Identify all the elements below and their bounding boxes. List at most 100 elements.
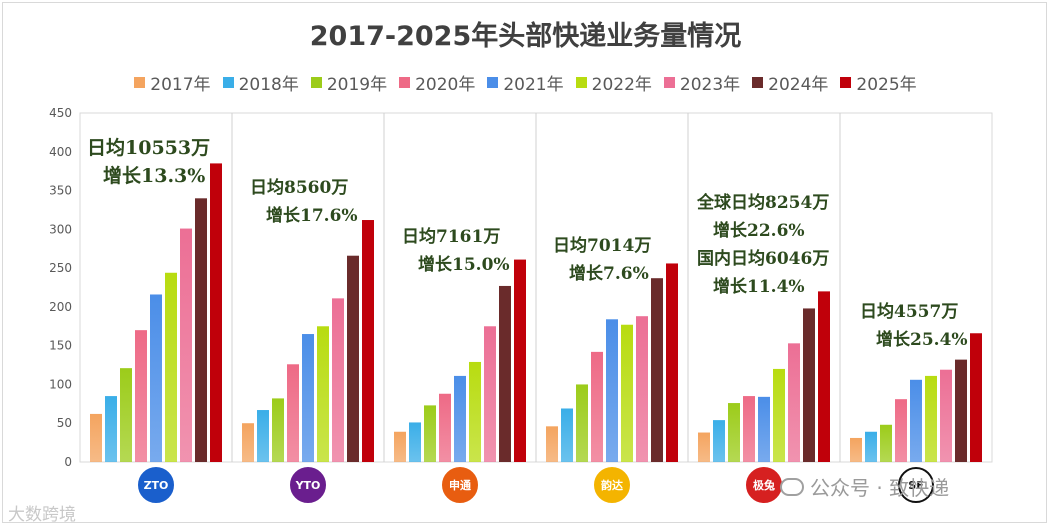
bar-3-6 <box>636 316 648 462</box>
y-tick-label: 200 <box>49 300 72 314</box>
carrier-logo <box>138 467 174 503</box>
annotation-1-0: 日均8560万 <box>250 177 348 198</box>
annotation-2-1: 增长15.0% <box>418 254 510 275</box>
annotation-4-0: 全球日均8254万 <box>696 192 829 213</box>
bar-1-6 <box>332 298 344 462</box>
bar-2-2 <box>424 405 436 462</box>
chart-title: 2017-2025年头部快递业务量情况 <box>309 21 742 52</box>
carrier-logo-text: SF <box>908 479 923 492</box>
bar-5-6 <box>940 369 952 462</box>
wechat-icon <box>780 477 804 496</box>
watermark-right: 公众号 · 致快递 <box>780 472 949 501</box>
bar-0-1 <box>105 396 117 462</box>
y-tick-label: 250 <box>49 261 72 275</box>
legend-item-2: 2019年 <box>310 70 388 95</box>
bar-2-5 <box>469 361 481 462</box>
legend-item-0: 2017年 <box>134 70 211 95</box>
bar-4-6 <box>788 343 800 462</box>
bar-2-0 <box>394 431 406 462</box>
annotation-4-2: 国内日均6046万 <box>697 248 829 269</box>
legend-item-3: 2020年 <box>399 70 475 95</box>
annotation-0-0: 日均10553万 <box>87 136 210 159</box>
annotation-5-1: 增长25.4% <box>876 329 968 350</box>
bar-4-8 <box>818 291 830 462</box>
legend-item-4: 2021年 <box>487 70 564 95</box>
legend-label: 2018年 <box>238 75 299 95</box>
legend-swatch <box>222 77 234 88</box>
legend-label: 2019年 <box>326 75 388 95</box>
legend-label: 2021年 <box>503 75 564 95</box>
legend-label: 2017年 <box>150 75 211 95</box>
bar-3-1 <box>561 408 573 462</box>
legend-label: 2023年 <box>679 75 741 95</box>
bar-2-7 <box>499 285 511 462</box>
bar-4-3 <box>743 396 755 462</box>
y-tick-label: 400 <box>49 145 72 159</box>
bar-5-8 <box>970 333 982 462</box>
y-tick-label: 300 <box>49 222 72 236</box>
y-tick-label: 150 <box>49 339 72 353</box>
bar-5-2 <box>880 424 892 462</box>
bar-0-5 <box>165 272 177 462</box>
legend-label: 2022年 <box>591 75 652 95</box>
bar-2-8 <box>514 259 526 462</box>
bar-4-1 <box>713 420 725 462</box>
bar-0-0 <box>90 413 102 462</box>
bar-3-5 <box>621 324 633 462</box>
bar-3-0 <box>546 426 558 462</box>
y-tick-label: 350 <box>49 184 72 198</box>
legend-item-1: 2018年 <box>222 70 299 95</box>
bar-1-7 <box>347 255 359 462</box>
bar-0-8 <box>210 163 222 462</box>
bar-2-4 <box>454 375 466 462</box>
annotation-2-0: 日均7161万 <box>402 226 500 247</box>
annotation-1-1: 增长17.6% <box>266 205 358 226</box>
bar-4-0 <box>698 432 710 462</box>
y-tick-label: 450 <box>49 106 72 120</box>
bar-1-1 <box>257 410 269 462</box>
carrier-logo-text: 申通 <box>449 478 471 492</box>
legend-swatch <box>840 77 852 88</box>
legend-item-5: 2022年 <box>575 70 652 95</box>
bar-5-5 <box>925 375 937 462</box>
bar-3-3 <box>591 351 603 462</box>
bar-1-3 <box>287 364 299 462</box>
legend-swatch <box>399 77 411 88</box>
bar-0-2 <box>120 368 132 462</box>
annotation-3-1: 增长7.6% <box>569 263 649 284</box>
annotation-4-3: 增长11.4% <box>713 276 805 297</box>
bar-0-7 <box>195 198 207 463</box>
bar-5-0 <box>850 437 862 462</box>
legend-item-6: 2023年 <box>663 70 741 95</box>
legend-item-8: 2025年 <box>840 70 917 95</box>
bar-4-7 <box>803 308 815 462</box>
annotation-0-1: 增长13.3% <box>103 164 205 187</box>
bar-0-3 <box>135 330 147 462</box>
bar-5-4 <box>910 379 922 462</box>
bar-2-1 <box>409 422 421 462</box>
bar-3-8 <box>666 263 678 462</box>
legend-swatch <box>310 77 322 88</box>
y-tick-label: 50 <box>57 416 72 430</box>
carrier-logo-text: 韵达 <box>601 478 623 492</box>
carrier-logo <box>898 467 934 503</box>
bar-2-6 <box>484 326 496 462</box>
legend-label: 2024年 <box>768 75 829 95</box>
annotation-3-0: 日均7014万 <box>553 235 651 256</box>
watermark-right-text: 公众号 · 致快递 <box>810 476 950 500</box>
legend-swatch <box>752 77 764 88</box>
bar-1-0 <box>242 423 254 462</box>
y-tick-label: 100 <box>49 377 72 391</box>
carrier-logo-text: ZTO <box>144 479 169 492</box>
y-tick-label: 0 <box>64 455 72 469</box>
bar-5-1 <box>865 431 877 462</box>
legend-swatch <box>663 77 675 88</box>
legend-label: 2025年 <box>856 75 917 95</box>
bar-3-7 <box>651 278 663 462</box>
legend-swatch <box>134 77 146 88</box>
carrier-logo <box>290 467 326 503</box>
bar-0-6 <box>180 228 192 462</box>
carrier-logo-text: 极兔 <box>753 478 775 492</box>
bar-4-5 <box>773 368 785 462</box>
